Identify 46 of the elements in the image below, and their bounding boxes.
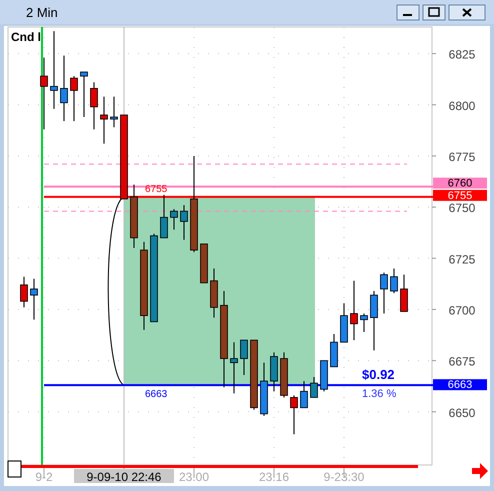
ref-line-label: 6760 [448, 178, 472, 190]
candlestick [40, 57, 48, 130]
candlestick [390, 268, 398, 294]
candlestick [160, 194, 168, 238]
candlestick [350, 280, 358, 341]
candlestick [370, 290, 378, 351]
candlestick [110, 96, 118, 128]
y-tick-label: 6750 [448, 201, 476, 216]
candlestick [170, 208, 178, 230]
x-tick-label: 9-09-10 22:46 [86, 470, 162, 484]
y-tick-label: 6825 [448, 48, 476, 62]
x-tick-label: 23:00 [178, 470, 210, 484]
annotation: 6663 [145, 389, 168, 400]
x-tick-label: 9-2 [35, 470, 53, 484]
candlestick [100, 96, 108, 144]
candlestick [30, 278, 38, 320]
candlestick [20, 276, 28, 308]
x-tick-label: 9-23:30 [324, 470, 365, 484]
ref-line-label: 6663 [448, 379, 472, 392]
candlestick [80, 72, 88, 118]
candlestick [290, 394, 298, 435]
y-tick-label: 6650 [448, 406, 476, 420]
candlestick [50, 30, 58, 110]
candlestick [310, 376, 318, 398]
y-tick-label: 6675 [448, 354, 476, 369]
candlestick [90, 82, 98, 130]
annotation: 1.36 % [362, 388, 396, 400]
ref-line-label: 6755 [448, 190, 472, 202]
y-tick-label: 6775 [448, 150, 476, 164]
candlestick [380, 272, 388, 314]
candlestick [70, 76, 78, 122]
y-tick-label: 6700 [448, 303, 476, 318]
candlestick [240, 340, 248, 376]
candlestick [180, 204, 188, 240]
candlestick [360, 313, 368, 332]
annotation: 6755 [145, 184, 168, 195]
x-tick-label: 23:16 [258, 470, 290, 484]
candlestick [300, 380, 308, 408]
candlestick [60, 55, 68, 122]
y-tick-label: 6725 [448, 252, 476, 266]
candlestick [230, 342, 238, 394]
candlestick [400, 274, 408, 312]
chart-title: 2 Min [26, 5, 58, 20]
annotation: Cnd l [11, 30, 41, 44]
annotation: $0.92 [362, 367, 395, 382]
y-tick-label: 6800 [448, 98, 476, 113]
